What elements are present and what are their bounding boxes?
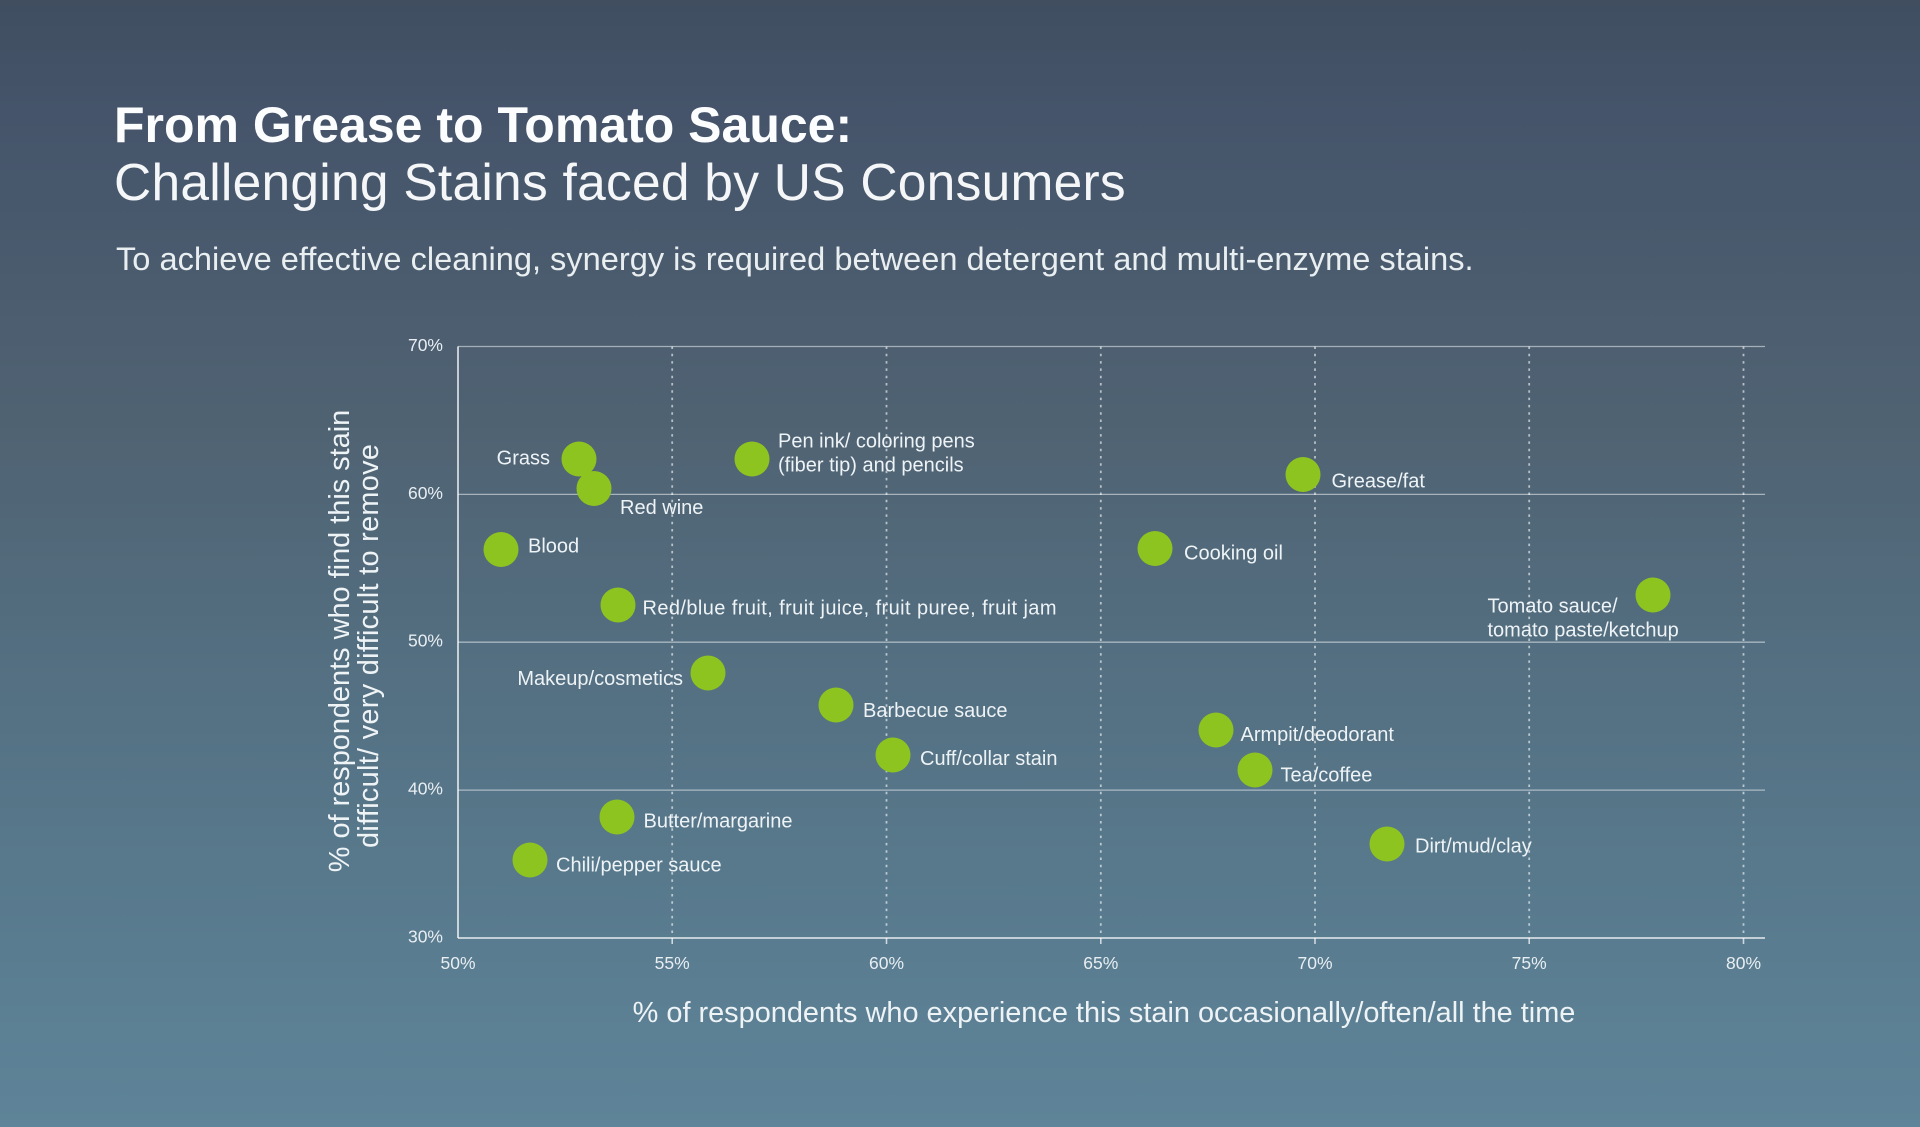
svg-text:Red wine: Red wine <box>620 497 703 519</box>
svg-text:Chili/pepper sauce: Chili/pepper sauce <box>556 855 722 877</box>
svg-text:65%: 65% <box>1083 953 1118 973</box>
svg-text:55%: 55% <box>655 953 690 973</box>
svg-text:75%: 75% <box>1512 953 1547 973</box>
svg-text:% of respondents who experienc: % of respondents who experience this sta… <box>633 997 1576 1029</box>
svg-text:40%: 40% <box>408 779 443 799</box>
svg-text:tomato paste/ketchup: tomato paste/ketchup <box>1488 619 1679 641</box>
svg-text:30%: 30% <box>408 927 443 947</box>
svg-text:60%: 60% <box>408 483 443 503</box>
svg-text:Makeup/cosmetics: Makeup/cosmetics <box>517 668 683 690</box>
svg-text:Cooking oil: Cooking oil <box>1184 543 1283 565</box>
svg-text:60%: 60% <box>869 953 904 973</box>
svg-text:70%: 70% <box>1297 953 1332 973</box>
svg-text:50%: 50% <box>408 631 443 651</box>
svg-text:% of respondents who find this: % of respondents who find this stain <box>324 410 356 873</box>
svg-text:Grease/fat: Grease/fat <box>1332 471 1426 493</box>
svg-text:80%: 80% <box>1726 953 1761 973</box>
svg-text:Tomato sauce/: Tomato sauce/ <box>1488 595 1619 617</box>
svg-text:Grass: Grass <box>497 448 550 470</box>
svg-text:Cuff/collar stain: Cuff/collar stain <box>920 748 1057 770</box>
svg-text:Barbecue sauce: Barbecue sauce <box>863 700 1008 722</box>
svg-text:Armpit/deodorant: Armpit/deodorant <box>1241 724 1395 746</box>
svg-text:50%: 50% <box>440 953 475 973</box>
svg-text:Pen ink/ coloring pens: Pen ink/ coloring pens <box>778 431 975 453</box>
svg-text:70%: 70% <box>408 335 443 355</box>
svg-text:Dirt/mud/clay: Dirt/mud/clay <box>1415 836 1532 858</box>
svg-text:(fiber tip) and pencils: (fiber tip) and pencils <box>778 455 964 477</box>
svg-text:Tea/coffee: Tea/coffee <box>1281 765 1373 787</box>
svg-text:difficult/ very difficult to r: difficult/ very difficult to remove <box>353 444 385 848</box>
svg-text:Butter/margarine: Butter/margarine <box>644 811 793 833</box>
svg-text:Red/blue fruit, fruit juice, f: Red/blue fruit, fruit juice, fruit puree… <box>643 598 1057 620</box>
svg-text:Blood: Blood <box>528 536 579 558</box>
